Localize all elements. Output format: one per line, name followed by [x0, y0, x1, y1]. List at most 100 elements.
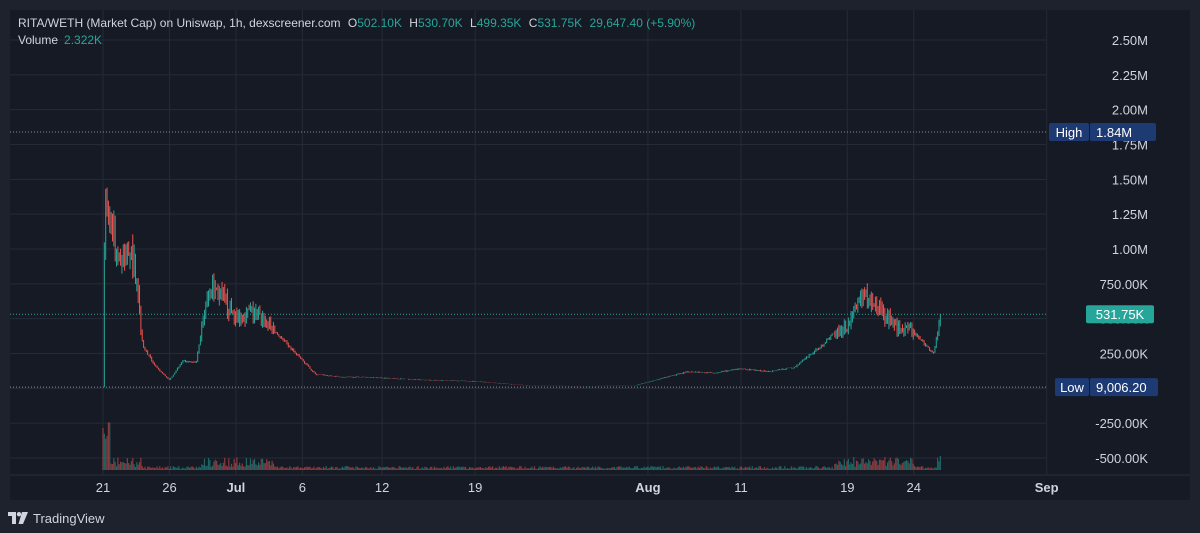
volume-bar [548, 467, 551, 470]
volume-bar [600, 467, 602, 470]
volume-bar [926, 467, 928, 470]
volume-bar [543, 467, 545, 470]
volume-bar [697, 466, 699, 470]
volume-bar [248, 465, 250, 470]
volume-bar [387, 467, 390, 470]
volume-bar [163, 468, 165, 470]
volume-bar [214, 459, 216, 470]
volume-bar [291, 468, 293, 470]
volume-bar [754, 467, 756, 470]
volume-bar [727, 467, 729, 470]
volume-bar [285, 468, 287, 470]
volume-bar [723, 467, 725, 470]
volume-bar [145, 468, 147, 470]
volume-bar [144, 466, 146, 470]
volume-bar [577, 466, 579, 470]
volume-bar [908, 463, 910, 470]
volume-bar [241, 463, 243, 470]
volume-bar [107, 422, 110, 470]
legend-title: RITA/WETH (Market Cap) on Uniswap, 1h, d… [18, 16, 341, 30]
plot-background [10, 10, 1190, 500]
volume-bar [474, 468, 476, 470]
volume-bar [436, 467, 438, 470]
volume-bar [717, 466, 720, 470]
volume-bar [573, 467, 575, 470]
low-tag-label-text: Low [1060, 380, 1084, 395]
volume-bar [379, 466, 381, 470]
volume-bar [500, 468, 502, 470]
volume-bar [789, 468, 791, 470]
low-tag-label-box [1055, 378, 1089, 397]
price-chart[interactable]: 2.50M 2.25M 2.00M 1.75M 1.50M 1.25M 1.00M 750.0… [10, 10, 1190, 500]
volume-bar [260, 458, 262, 470]
volume-bar [180, 468, 183, 470]
volume-bar [263, 463, 265, 470]
volume-bar [206, 465, 208, 470]
volume-bar [719, 468, 721, 470]
volume-bar [152, 467, 154, 470]
volume-bar [247, 464, 249, 470]
volume-bar [644, 467, 647, 470]
volume-bar [178, 466, 180, 470]
volume-bar [232, 466, 234, 470]
volume-bar [512, 467, 514, 470]
volume-bar [742, 468, 744, 470]
volume-bar [349, 467, 352, 470]
volume-bar [716, 466, 718, 470]
volume-bar [651, 466, 653, 470]
volume-bar [393, 466, 395, 470]
chart-area[interactable]: 2.50M 2.25M 2.00M 1.75M 1.50M 1.25M 1.00M 750.0… [10, 10, 1190, 500]
volume-bar [824, 466, 826, 470]
volume-bar [721, 468, 724, 470]
x-tick-label: Jul [227, 480, 246, 495]
volume-bar [443, 466, 445, 470]
volume-bar [408, 467, 410, 470]
volume-bar [356, 466, 358, 470]
volume-bar [544, 466, 546, 470]
volume-bar [268, 460, 270, 470]
volume-bar [744, 466, 747, 470]
volume-bar [550, 466, 552, 470]
volume-bar [583, 467, 586, 470]
volume-bar [520, 466, 522, 470]
volume-bar [939, 456, 941, 470]
volume-bar [466, 468, 468, 470]
volume-bar [220, 462, 222, 470]
volume-bar [202, 465, 204, 470]
volume-bar [854, 466, 856, 470]
volume-bar [501, 467, 503, 470]
volume-bar [510, 466, 513, 470]
volume-bar [604, 468, 606, 470]
volume-bar [592, 466, 594, 470]
tradingview-brand[interactable]: TradingView [8, 509, 105, 527]
volume-bar [211, 465, 214, 470]
volume-bar [851, 463, 854, 470]
volume-bar [863, 463, 866, 470]
y-tick-label: -250.00K [1095, 416, 1148, 431]
volume-bar [366, 467, 368, 470]
volume-bar [891, 461, 893, 470]
volume-bar [420, 468, 422, 470]
volume-bar [635, 466, 637, 470]
volume-bar [335, 466, 337, 470]
volume-bar [257, 462, 260, 470]
volume-bar [646, 466, 648, 470]
volume-bar [332, 467, 334, 470]
volume-bar [487, 466, 490, 470]
volume-bar [490, 467, 492, 470]
volume-label: Volume [18, 33, 59, 47]
volume-bar [602, 468, 605, 470]
volume-bar [302, 468, 304, 470]
y-tick-label: 1.00M [1112, 242, 1148, 257]
volume-bar [528, 468, 530, 470]
volume-bar [134, 466, 137, 470]
volume-bar [130, 461, 133, 470]
volume-bar [259, 464, 261, 470]
volume-bar [439, 467, 441, 470]
volume-bar [872, 461, 874, 470]
volume-bar [885, 465, 887, 470]
volume-bar [289, 466, 291, 470]
volume-bar [574, 468, 576, 470]
volume-bar [378, 466, 380, 470]
volume-bar [669, 467, 671, 470]
